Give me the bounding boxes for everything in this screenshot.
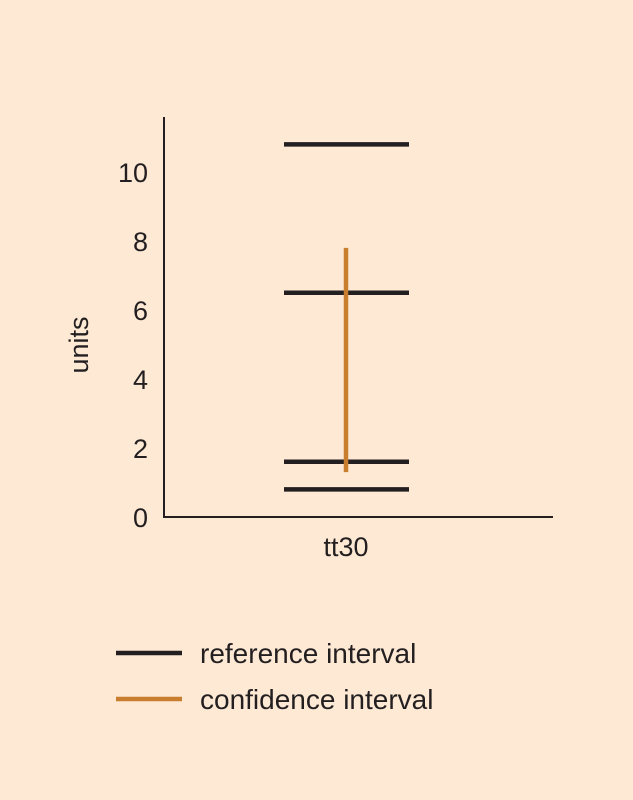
legend-label: confidence interval [200, 684, 433, 715]
y-axis-title: units [64, 316, 94, 373]
y-tick-label: 0 [133, 503, 148, 533]
x-tick-labels: tt30 [323, 532, 368, 562]
y-tick-labels: 0 2 4 6 8 10 [118, 158, 148, 533]
axes [163, 117, 553, 518]
y-tick-label: 2 [133, 434, 148, 464]
y-tick-label: 4 [133, 365, 148, 395]
x-tick-label: tt30 [323, 532, 368, 562]
y-tick-label: 10 [118, 158, 148, 188]
legend: reference interval confidence interval [116, 638, 433, 715]
y-tick-label: 6 [133, 296, 148, 326]
y-tick-label: 8 [133, 227, 148, 257]
data-marks [284, 142, 409, 492]
legend-label: reference interval [200, 638, 416, 669]
